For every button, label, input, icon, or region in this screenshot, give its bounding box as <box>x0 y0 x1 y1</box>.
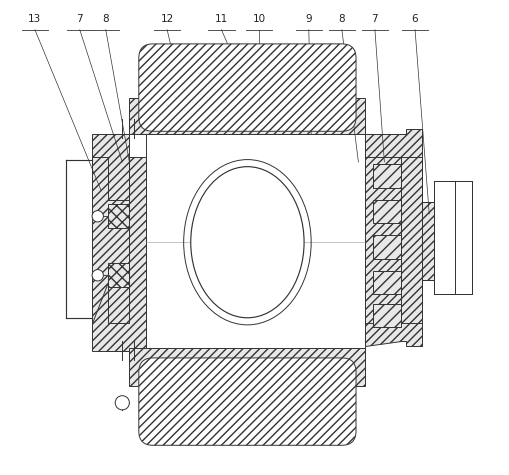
Polygon shape <box>401 157 422 323</box>
Text: 12: 12 <box>160 14 174 24</box>
Text: 7: 7 <box>76 14 83 24</box>
Text: 9: 9 <box>305 14 312 24</box>
Polygon shape <box>455 256 469 271</box>
Text: 10: 10 <box>252 14 266 24</box>
Circle shape <box>92 210 103 222</box>
Polygon shape <box>92 133 146 351</box>
Polygon shape <box>66 160 92 318</box>
Polygon shape <box>455 181 472 294</box>
FancyBboxPatch shape <box>139 44 356 131</box>
Text: 6: 6 <box>412 14 418 24</box>
Polygon shape <box>455 200 469 214</box>
Polygon shape <box>373 164 401 188</box>
Polygon shape <box>422 202 434 280</box>
Polygon shape <box>455 218 469 233</box>
Text: 8: 8 <box>338 14 345 24</box>
Polygon shape <box>373 304 401 327</box>
Polygon shape <box>455 181 469 195</box>
Text: 13: 13 <box>29 14 42 24</box>
Polygon shape <box>129 349 365 386</box>
Polygon shape <box>129 98 365 133</box>
Polygon shape <box>455 276 469 289</box>
Polygon shape <box>373 235 401 259</box>
Polygon shape <box>108 264 129 287</box>
Ellipse shape <box>191 167 304 318</box>
Polygon shape <box>146 133 365 349</box>
Polygon shape <box>108 204 129 228</box>
Polygon shape <box>455 238 469 252</box>
Polygon shape <box>153 386 342 431</box>
Text: 8: 8 <box>102 14 109 24</box>
Text: 7: 7 <box>372 14 378 24</box>
Circle shape <box>92 270 103 281</box>
Polygon shape <box>365 157 401 323</box>
Circle shape <box>115 396 129 410</box>
FancyBboxPatch shape <box>139 358 356 445</box>
Polygon shape <box>153 60 342 98</box>
Polygon shape <box>186 216 250 266</box>
Polygon shape <box>92 157 129 323</box>
Polygon shape <box>434 181 455 294</box>
Polygon shape <box>373 271 401 294</box>
Polygon shape <box>373 200 401 223</box>
Text: 11: 11 <box>215 14 228 24</box>
Polygon shape <box>365 129 422 346</box>
